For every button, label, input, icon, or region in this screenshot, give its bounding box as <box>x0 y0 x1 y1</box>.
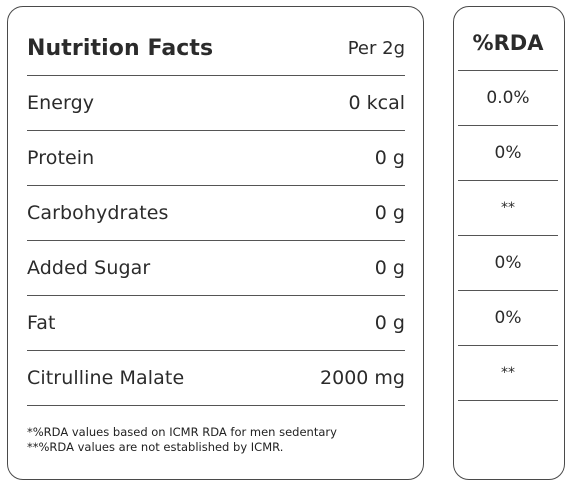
nutrient-value: 0 g <box>374 312 405 334</box>
facts-row-citrulline-malate: Citrulline Malate 2000 mg <box>27 351 405 406</box>
rda-value-added-sugar: 0% <box>458 236 558 291</box>
facts-header-row: Nutrition Facts Per 2g <box>27 21 405 76</box>
rda-value-fat: 0% <box>458 291 558 346</box>
nutrition-facts-panel: Nutrition Facts Per 2g Energy 0 kcal Pro… <box>7 6 424 480</box>
rda-title: %RDA <box>458 16 558 71</box>
facts-title: Nutrition Facts <box>27 35 214 61</box>
facts-row-fat: Fat 0 g <box>27 296 405 351</box>
rda-value-carbohydrates: ** <box>458 181 558 236</box>
footnotes: *%RDA values based on ICMR RDA for men s… <box>27 425 337 455</box>
nutrient-name: Carbohydrates <box>27 202 169 224</box>
facts-row-added-sugar: Added Sugar 0 g <box>27 241 405 296</box>
nutrient-name: Energy <box>27 92 95 114</box>
nutrient-name: Fat <box>27 312 56 334</box>
nutrient-value: 0 g <box>374 202 405 224</box>
nutrient-value: 0 kcal <box>348 92 406 114</box>
nutrient-value: 0 g <box>374 147 405 169</box>
nutrient-name: Added Sugar <box>27 257 151 279</box>
nutrient-name: Citrulline Malate <box>27 367 185 389</box>
facts-row-energy: Energy 0 kcal <box>27 76 405 131</box>
nutrient-name: Protein <box>27 147 95 169</box>
nutrient-value: 2000 mg <box>320 367 405 389</box>
rda-value-protein: 0% <box>458 126 558 181</box>
facts-row-carbohydrates: Carbohydrates 0 g <box>27 186 405 241</box>
rda-value-citrulline-malate: ** <box>458 346 558 401</box>
rda-panel: %RDA 0.0% 0% ** 0% 0% ** <box>453 6 565 480</box>
rda-value-energy: 0.0% <box>458 71 558 126</box>
footnote-rda-not-established: **%RDA values are not established by ICM… <box>27 440 284 454</box>
serving-size: Per 2g <box>347 37 405 59</box>
nutrient-value: 0 g <box>374 257 405 279</box>
facts-row-protein: Protein 0 g <box>27 131 405 186</box>
footnote-rda-basis: *%RDA values based on ICMR RDA for men s… <box>27 425 337 439</box>
